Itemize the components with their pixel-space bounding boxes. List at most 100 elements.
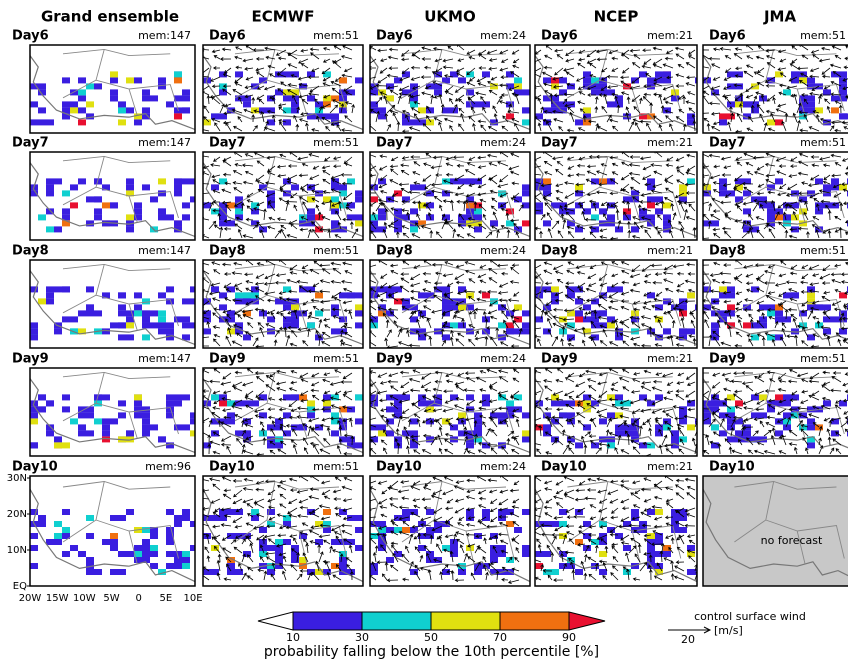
probability-cell [735,400,743,407]
probability-cell [767,184,775,191]
probability-cell [315,101,323,108]
probability-cell [243,292,251,299]
probability-cell [30,442,38,449]
probability-cell [158,436,166,443]
panel-frame [369,151,531,241]
probability-cell [631,430,639,437]
probability-cell [466,89,474,96]
probability-cell [514,226,522,233]
panel-frame [702,367,848,457]
probability-cell [307,214,315,221]
probability-cell [211,418,219,425]
probability-cell [735,184,743,191]
probability-cell [126,509,134,515]
coastline [535,378,697,454]
probability-cell [355,418,363,425]
probability-cell [735,83,743,90]
probability-cell [142,334,150,341]
probability-cell [267,545,275,551]
probability-cell [118,310,126,317]
probability-cell [339,190,347,197]
lat-label: 30N [7,473,27,484]
probability-cell [370,424,378,431]
probability-cell [339,292,347,299]
probability-cell [38,107,46,114]
probability-cell [719,119,727,126]
probability-cell [799,196,807,203]
map-panel [203,45,363,133]
probability-cell [86,220,94,227]
probability-cell [150,527,158,533]
probability-cell [442,107,450,114]
probability-cell [522,107,530,114]
probability-cell [543,220,551,227]
member-count: mem:24 [480,29,526,42]
map-background [703,368,848,456]
probability-cell [267,316,275,323]
probability-cell [498,551,506,557]
day-label: Day7 [376,136,413,151]
probability-cell [559,89,567,96]
panel-frame [534,151,698,241]
probability-cell [418,202,426,209]
probability-cell [535,208,543,215]
map-panel [370,476,530,586]
probability-cell [791,71,799,78]
probability-cell [687,178,695,185]
probability-cell [426,436,434,443]
probability-cell [339,406,347,413]
panel-frame [202,44,364,134]
probability-cell [174,400,182,407]
no-forecast-note: no forecast [761,534,823,547]
lon-label: 5E [159,593,172,604]
probability-cell [323,113,331,120]
probability-cell [514,394,522,401]
probability-cell [751,101,759,108]
probability-cell [378,521,386,527]
probability-cell [267,442,275,449]
probability-cell [378,214,386,221]
probability-cell [823,184,831,191]
probability-cell [410,430,418,437]
probability-cell [30,328,38,335]
probability-cell [655,569,663,575]
probability-cell [767,400,775,407]
probability-cell [410,83,418,90]
probability-cell [410,442,418,449]
probability-cell [506,412,514,419]
member-count: mem:21 [647,29,693,42]
probability-cell [62,406,70,413]
probability-cell [450,551,458,557]
probability-cell [347,539,355,545]
probability-cell [142,107,150,114]
probability-cell [775,208,783,215]
probability-cell [315,310,323,317]
probability-cell [719,184,727,191]
probability-cell [378,208,386,215]
lon-label: 10W [73,593,96,604]
probability-cell [203,328,211,335]
wind-vectors [203,152,359,240]
probability-cell [663,71,671,78]
probability-cell [831,107,839,114]
probability-cell [522,545,530,551]
probability-cell [695,304,697,311]
probability-cell [134,304,142,311]
probability-cell [142,298,150,305]
probability-cell [687,551,695,557]
probability-cell [498,322,506,329]
panel-frame [702,44,848,134]
probability-cell [307,113,315,120]
probability-cell [38,406,46,413]
probability-cell [182,394,190,401]
probability-cell [599,551,607,557]
probability-cell [259,226,267,233]
probability-cell [142,316,150,323]
probability-cell [679,406,687,413]
coastline [203,270,363,346]
probability-cell [30,322,38,329]
probability-cell [134,310,142,317]
probability-cell [583,328,591,335]
day-label: Day8 [709,244,746,259]
probability-cell [150,563,158,569]
